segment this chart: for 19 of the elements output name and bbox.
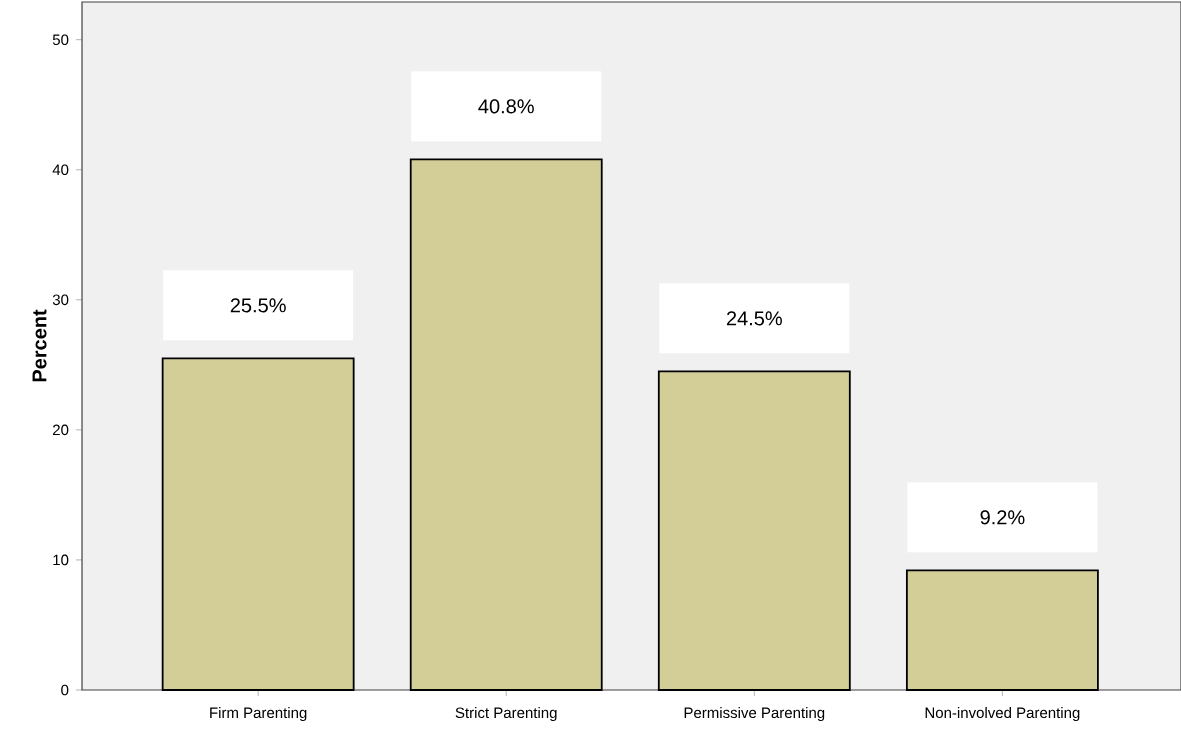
y-tick-label: 0 [61,684,69,696]
data-label: 24.5% [726,311,782,326]
x-tick-label: Firm Parenting [210,707,307,722]
x-tick-label: Non-involved Parenting [925,707,1080,722]
y-tick-label: 40 [52,164,69,176]
x-tick-label: Permissive Parenting [684,707,825,722]
bar [657,370,851,691]
y-tick-label: 20 [53,424,69,436]
bar [161,357,355,691]
bar [409,158,603,691]
data-label: 40.8% [478,99,534,114]
data-label: 25.5% [230,298,286,313]
x-tick-label: Strict Parenting [455,707,557,722]
data-label: 9.2% [980,510,1025,525]
y-axis-title: Percent [32,309,47,382]
y-tick-label: 30 [52,294,69,306]
y-tick-label: 10 [53,554,69,566]
y-tick-label: 50 [52,34,69,46]
bar [905,569,1099,691]
